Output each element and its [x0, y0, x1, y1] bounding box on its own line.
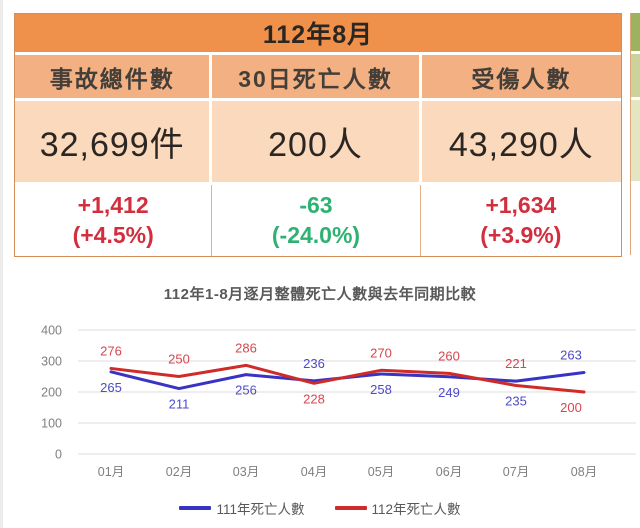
- svg-text:05月: 05月: [368, 465, 394, 479]
- svg-text:300: 300: [41, 355, 62, 369]
- svg-text:250: 250: [168, 352, 190, 367]
- table-title: 112年8月: [15, 14, 621, 52]
- chart-title: 112年1-8月逐月整體死亡人數與去年同期比較: [163, 286, 477, 303]
- legend-label-111: 111年死亡人數: [216, 502, 305, 517]
- accident-stats-table: 112年8月 事故總件數 30日死亡人數 受傷人數 32,699件 200人 4…: [14, 13, 622, 257]
- svg-text:265: 265: [100, 380, 122, 395]
- svg-text:236: 236: [303, 356, 325, 371]
- svg-text:235: 235: [505, 393, 527, 408]
- col-header-total-accidents: 事故總件數: [15, 55, 210, 98]
- svg-text:228: 228: [303, 391, 325, 406]
- svg-text:263: 263: [560, 347, 582, 362]
- change-value: +1,634: [485, 191, 557, 218]
- svg-text:249: 249: [438, 385, 460, 400]
- adjacent-table-sliver: [630, 13, 640, 255]
- sliver-change-band: [631, 184, 640, 255]
- legend-dash-blue: [179, 506, 212, 510]
- legend-item-112: 112年死亡人數: [334, 498, 461, 518]
- sliver-value-band: [631, 100, 640, 181]
- sliver-header-band: [631, 54, 640, 97]
- change-percent: (+4.5%): [72, 221, 154, 248]
- svg-text:400: 400: [41, 324, 62, 338]
- table-change-row: +1,412 (+4.5%) -63 (-24.0%) +1,634 (+3.9…: [15, 185, 621, 256]
- svg-text:02月: 02月: [166, 465, 192, 479]
- svg-text:07月: 07月: [503, 465, 529, 479]
- change-cell-deaths: -63 (-24.0%): [211, 185, 420, 256]
- svg-text:03月: 03月: [233, 465, 259, 479]
- value-30day-deaths: 200人: [212, 101, 419, 182]
- change-percent: (+3.9%): [480, 221, 562, 248]
- col-header-30day-deaths: 30日死亡人數: [212, 55, 419, 98]
- svg-text:256: 256: [235, 383, 257, 398]
- svg-text:200: 200: [560, 400, 582, 415]
- svg-text:04月: 04月: [301, 465, 327, 479]
- change-cell-injuries: +1,634 (+3.9%): [419, 185, 621, 256]
- value-total-accidents: 32,699件: [15, 101, 210, 182]
- sliver-title-band: [631, 13, 640, 51]
- svg-text:200: 200: [41, 386, 62, 400]
- svg-text:100: 100: [41, 417, 62, 431]
- svg-text:211: 211: [169, 397, 190, 412]
- svg-text:0: 0: [55, 448, 62, 462]
- change-value: +1,412: [77, 191, 149, 218]
- col-header-injuries: 受傷人數: [421, 55, 621, 98]
- svg-text:06月: 06月: [436, 465, 462, 479]
- svg-text:276: 276: [100, 343, 122, 358]
- legend-dash-red: [334, 506, 367, 510]
- svg-text:221: 221: [505, 356, 527, 371]
- table-value-row: 32,699件 200人 43,290人: [15, 101, 621, 182]
- table-header-row: 事故總件數 30日死亡人數 受傷人數: [15, 55, 621, 98]
- svg-text:260: 260: [438, 348, 460, 363]
- change-value: -63: [299, 191, 333, 218]
- chart-legend: 111年死亡人數 112年死亡人數: [0, 499, 640, 517]
- left-edge-strip: [0, 0, 3, 528]
- change-percent: (-24.0%): [271, 221, 361, 248]
- svg-text:08月: 08月: [571, 465, 597, 479]
- svg-text:270: 270: [370, 345, 392, 360]
- change-cell-accidents: +1,412 (+4.5%): [15, 185, 212, 256]
- svg-text:01月: 01月: [98, 465, 124, 479]
- svg-text:286: 286: [235, 340, 257, 355]
- legend-item-111: 111年死亡人數: [179, 498, 305, 518]
- svg-text:258: 258: [370, 382, 392, 397]
- legend-label-112: 112年死亡人數: [371, 502, 461, 517]
- deaths-comparison-line-chart: 400 300 200 100 0 01月 02月 03月 04月 05月 06月 07月 08月 276…: [41, 324, 636, 479]
- value-injuries: 43,290人: [421, 101, 621, 182]
